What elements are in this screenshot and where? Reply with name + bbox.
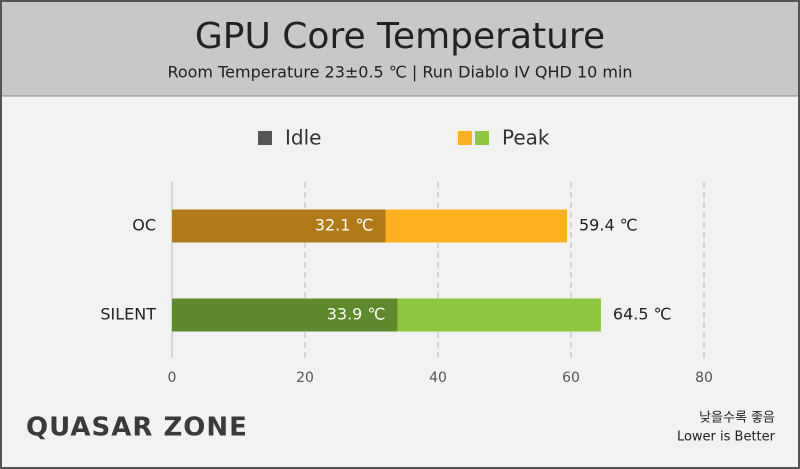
y-tick-label: OC bbox=[132, 216, 156, 235]
note-english: Lower is Better bbox=[677, 430, 776, 445]
value-label: 33.9 ℃ bbox=[327, 305, 386, 324]
value-label: 59.4 ℃ bbox=[579, 216, 638, 235]
legend-swatch bbox=[458, 131, 472, 145]
bar bbox=[172, 298, 398, 332]
bar bbox=[172, 209, 386, 243]
x-tick-label: 60 bbox=[562, 370, 580, 386]
chart-title: GPU Core Temperature bbox=[195, 16, 605, 57]
x-tick-label: 0 bbox=[168, 370, 177, 386]
value-label: 64.5 ℃ bbox=[613, 305, 672, 324]
y-tick-label: SILENT bbox=[100, 305, 156, 324]
note-korean: 낮을수록 좋음 bbox=[699, 411, 775, 426]
watermark: QUASAR ZONE bbox=[26, 413, 248, 443]
value-label: 32.1 ℃ bbox=[315, 216, 374, 235]
legend-label: Peak bbox=[502, 126, 550, 150]
chart-subtitle: Room Temperature 23±0.5 ℃ | Run Diablo I… bbox=[167, 63, 632, 82]
x-tick-label: 40 bbox=[429, 370, 447, 386]
x-tick-label: 20 bbox=[296, 370, 314, 386]
x-tick-label: 80 bbox=[695, 370, 713, 386]
legend-swatch bbox=[475, 131, 489, 145]
legend-swatch bbox=[258, 131, 272, 145]
header-band bbox=[0, 0, 800, 96]
legend-label: Idle bbox=[285, 126, 321, 150]
